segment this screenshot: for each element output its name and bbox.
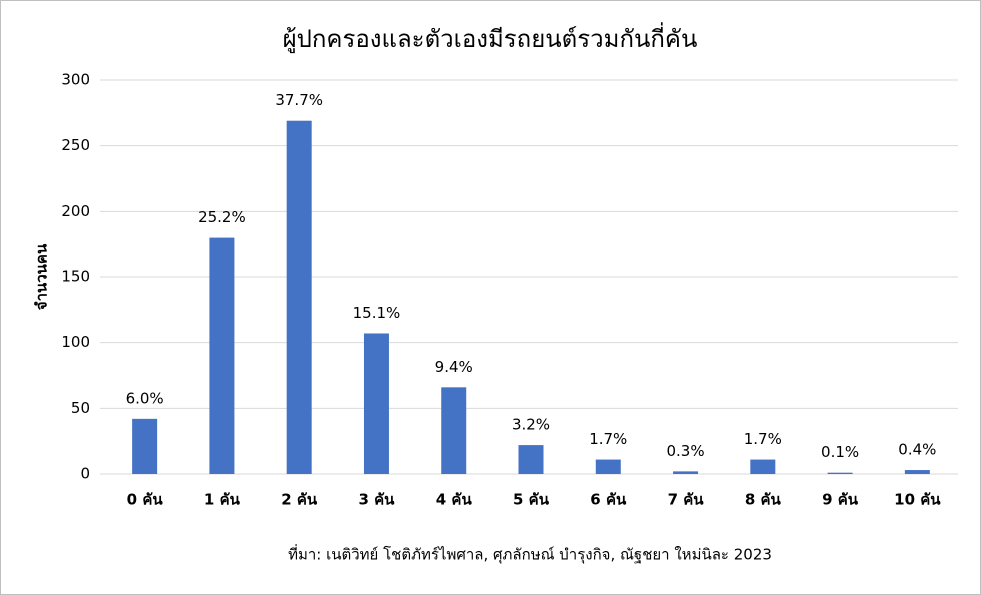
bar: [209, 237, 235, 474]
data-label: 1.7%: [744, 430, 782, 448]
data-label: 0.3%: [666, 442, 704, 460]
x-tick-label: 3 คัน: [358, 491, 395, 509]
x-tick-label: 5 คัน: [513, 491, 550, 509]
data-label: 9.4%: [435, 358, 473, 376]
data-label: 3.2%: [512, 416, 550, 434]
x-tick-label: 0 คัน: [127, 491, 164, 509]
bar: [132, 418, 158, 474]
bar: [673, 471, 699, 474]
data-label: 6.0%: [126, 389, 164, 407]
x-tick-label: 7 คัน: [668, 491, 705, 509]
data-label: 25.2%: [198, 208, 246, 226]
x-tick-label: 4 คัน: [436, 491, 473, 509]
bar: [441, 387, 467, 474]
data-label: 0.1%: [821, 443, 859, 461]
y-tick-label: 250: [61, 136, 90, 154]
bar: [518, 445, 544, 474]
chart-title: ผู้ปกครองและตัวเองมีรถยนต์รวมกันกี่คัน: [283, 22, 698, 54]
bar: [750, 459, 776, 474]
x-tick-label: 10 คัน: [894, 491, 941, 509]
bar: [904, 470, 930, 474]
x-tick-label: 8 คัน: [745, 491, 782, 509]
source-note: ที่มา: เนติวิทย์ โชติภัทร์ไพศาล, ศุภลักษ…: [288, 544, 772, 565]
x-tick-label: 9 คัน: [822, 491, 859, 509]
bar: [595, 459, 621, 474]
y-tick-label: 100: [61, 333, 90, 351]
y-tick-label: 0: [80, 465, 90, 483]
x-tick-label: 6 คัน: [590, 491, 627, 509]
data-label: 0.4%: [898, 441, 936, 459]
y-tick-label: 200: [61, 202, 90, 220]
x-tick-label: 1 คัน: [204, 491, 241, 509]
data-label: 37.7%: [275, 91, 323, 109]
bar: [286, 120, 312, 475]
data-label: 15.1%: [353, 304, 401, 322]
y-tick-label: 50: [71, 399, 90, 417]
y-tick-label: 150: [61, 268, 90, 286]
y-tick-label: 300: [61, 71, 90, 89]
bar: [827, 472, 853, 474]
bar: [363, 333, 389, 474]
y-axis-label: จำนวนคน: [33, 243, 51, 310]
x-tick-label: 2 คัน: [281, 491, 318, 509]
data-label: 1.7%: [589, 430, 627, 448]
